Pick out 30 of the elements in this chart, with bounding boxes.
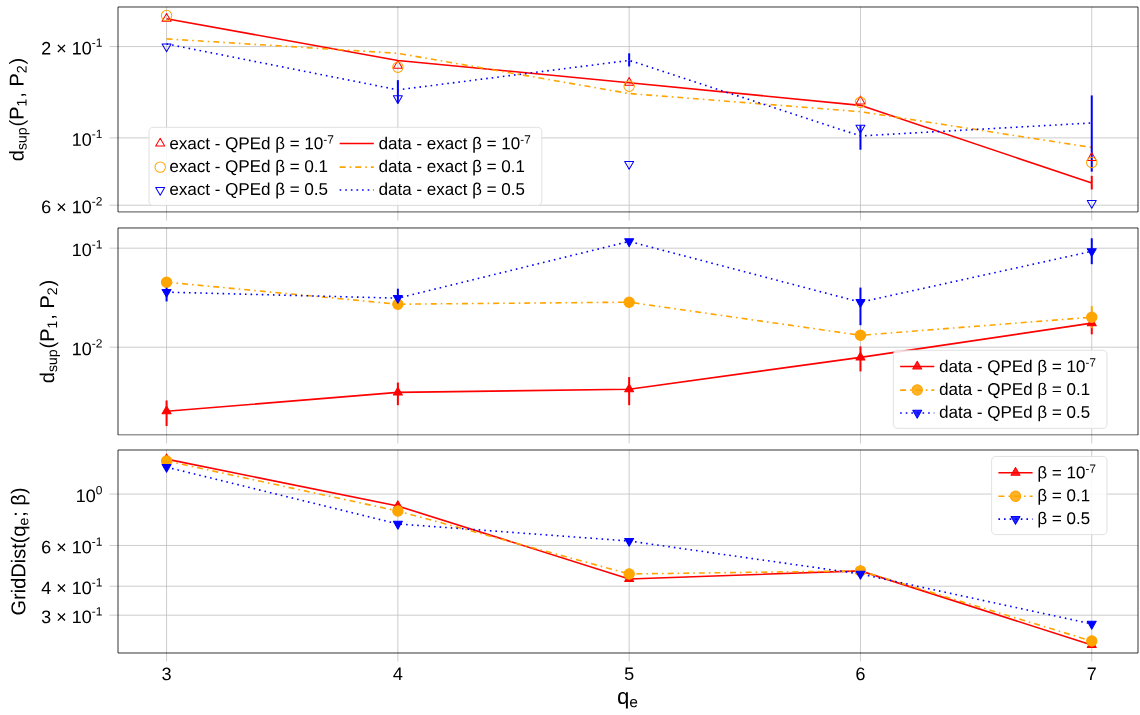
x-tick-label: 3 <box>162 667 171 681</box>
x-tick-label: 6 <box>856 667 865 681</box>
legend-label: β = 0.5 <box>1038 511 1090 528</box>
legend-label: data - exact β = 10$^{-7}$ <box>379 135 531 153</box>
x-axis-title: q$_{e}$ <box>618 692 638 709</box>
legend-label: data - QPEd β = 10$^{-7}$ <box>939 358 1096 376</box>
y-tick-label: 10$^{0}$ <box>77 485 102 503</box>
legend-label: β = 10$^{-7}$ <box>1038 464 1096 482</box>
x-tick-label: 5 <box>624 667 634 681</box>
legend-label: exact - QPEd β = 10$^{-7}$ <box>170 135 334 153</box>
legend-label: exact - QPEd β = 0.5 <box>170 182 328 199</box>
y-tick-label: 6 × 10$^{-2}$ <box>42 197 102 214</box>
y-tick-label: 10$^{-1}$ <box>73 240 102 257</box>
y-axis-title: d$_{sup}$(P$_{1}$, P$_{2}$) <box>9 59 30 161</box>
legend-label: data - QPEd β = 0.1 <box>939 382 1090 399</box>
y-tick-label: 2 × 10$^{-1}$ <box>42 38 102 55</box>
legend-label: data - exact β = 0.5 <box>379 182 525 199</box>
y-tick-label: 10$^{-1}$ <box>73 129 102 146</box>
legend-label: data - QPEd β = 0.5 <box>939 405 1090 422</box>
x-tick-label: 4 <box>393 667 403 680</box>
legend-label: exact - QPEd β = 0.1 <box>170 159 328 176</box>
x-tick-label: 7 <box>1087 667 1096 680</box>
legend-label: β = 0.1 <box>1038 488 1090 505</box>
y-tick-label: 6 × 10$^{-1}$ <box>42 537 102 554</box>
legend-label: data - exact β = 0.1 <box>379 159 525 176</box>
y-tick-label: 3 × 10$^{-1}$ <box>41 607 102 624</box>
y-tick-label: 10$^{-2}$ <box>73 339 102 356</box>
y-axis-title: d$_{sup}$(P$_{1}$, P$_{2}$) <box>39 281 60 383</box>
y-axis-title: GridDist(q$_{e}$; β) <box>10 488 30 615</box>
y-tick-label: 4 × 10$^{-1}$ <box>41 578 102 595</box>
